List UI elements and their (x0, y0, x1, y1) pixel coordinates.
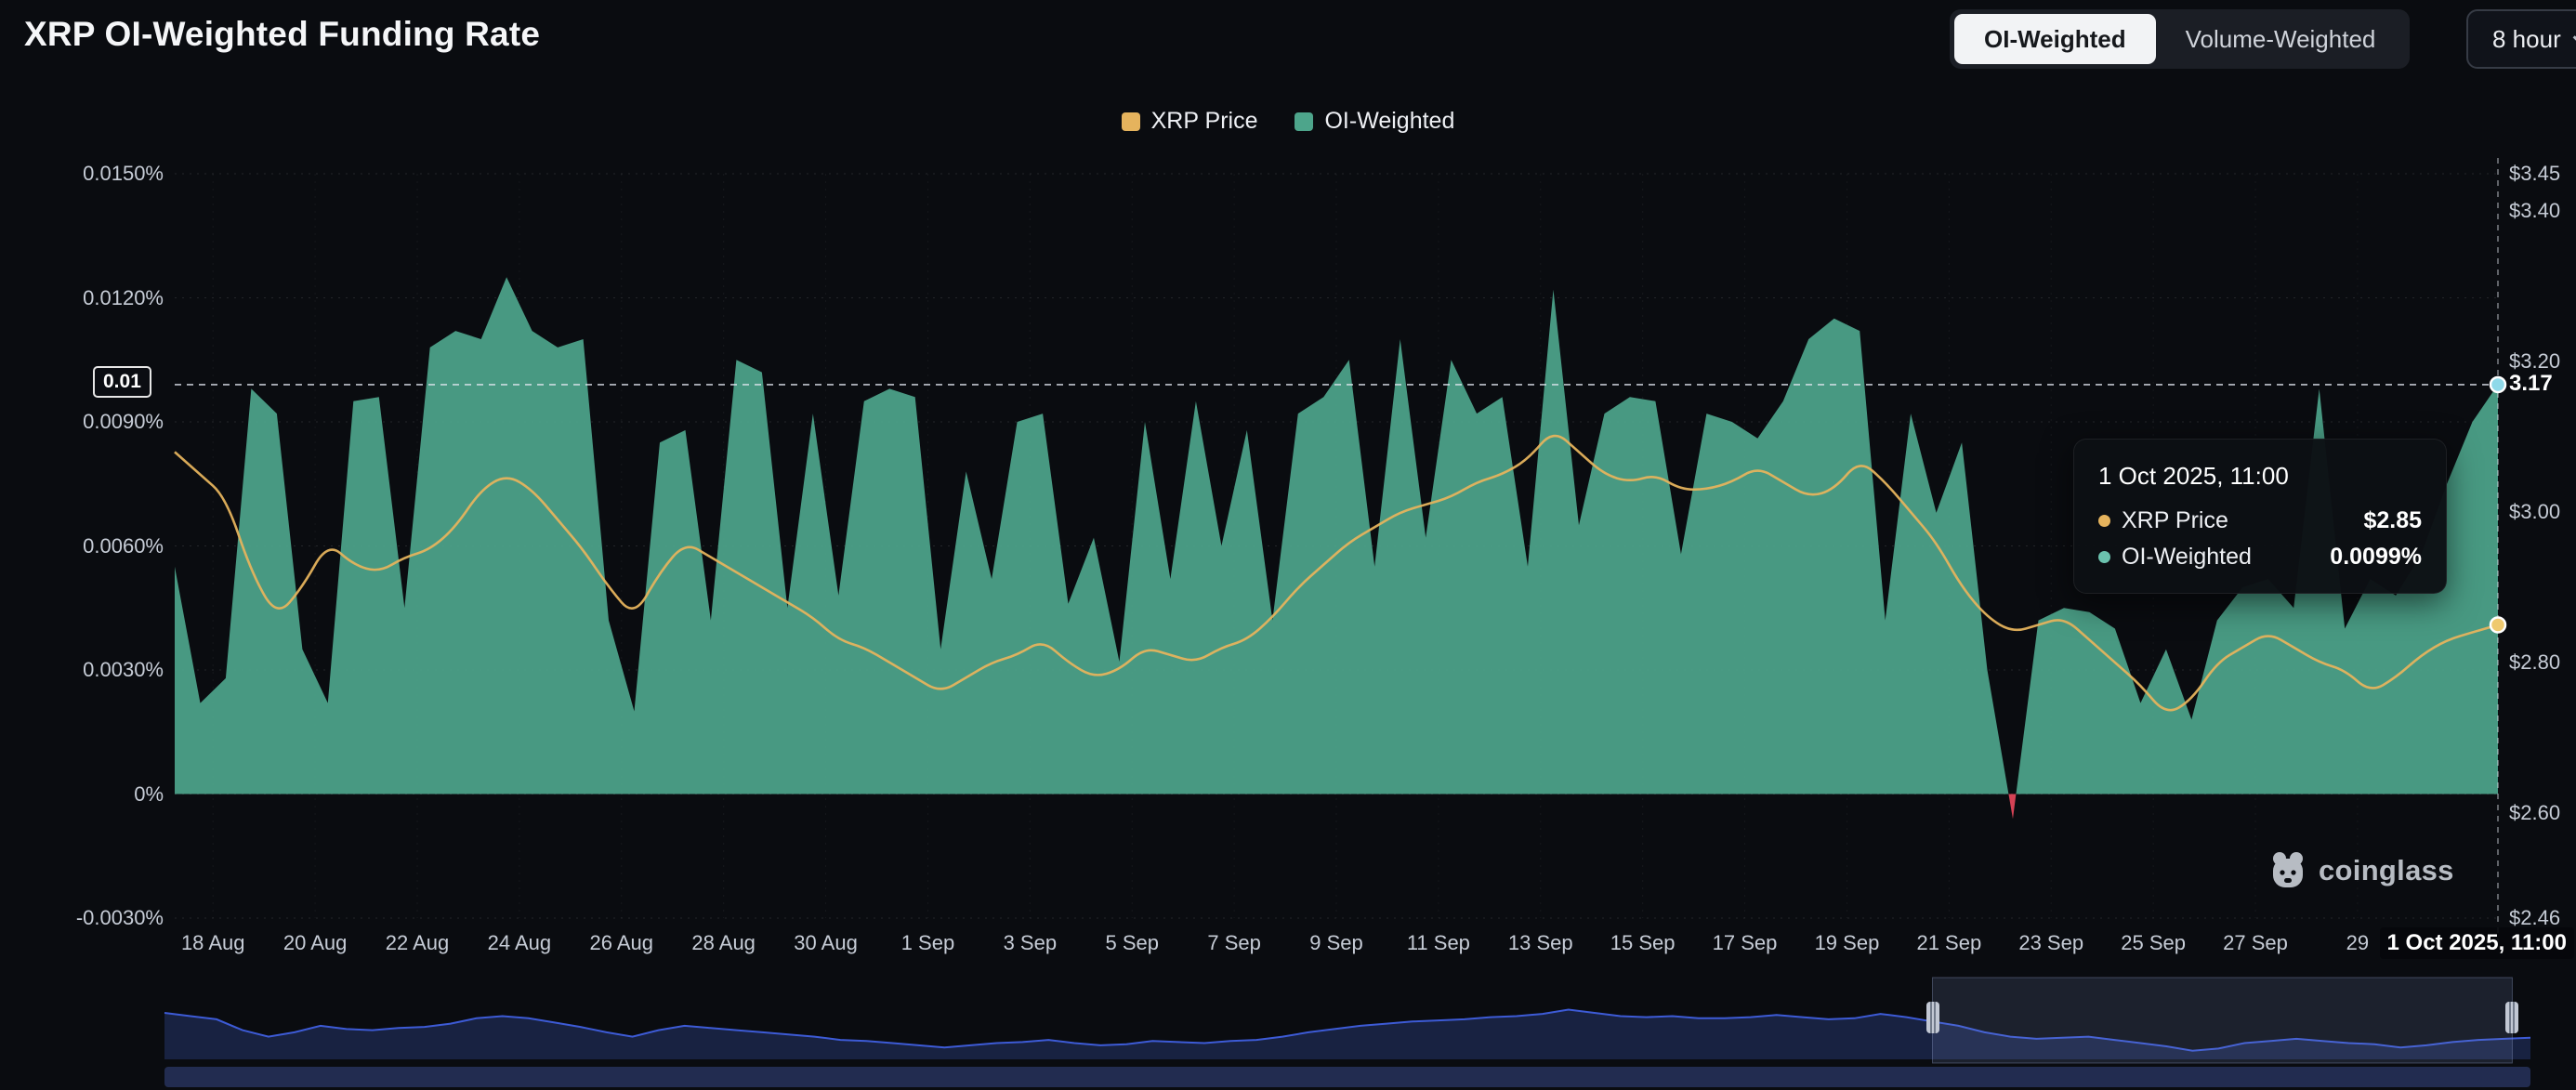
legend-item-xrp-price[interactable]: XRP Price (1121, 108, 1258, 135)
x-axis-label: 23 Sep (2018, 931, 2084, 954)
crosshair-right-value: 3.17 (2509, 370, 2553, 396)
x-axis-label: 21 Sep (1916, 931, 1982, 954)
xrp-price-line (174, 434, 2499, 712)
legend-label-xrp-price: XRP Price (1150, 108, 1258, 134)
range-navigator[interactable] (0, 976, 2576, 1065)
x-axis-label: 19 Sep (1814, 931, 1880, 954)
x-axis-label: 9 Sep (1309, 931, 1363, 954)
x-axis-label: 1 Sep (900, 931, 955, 954)
y-axis-label-left: 0.0150% (83, 162, 164, 185)
x-axis-label: 5 Sep (1105, 931, 1159, 954)
y-axis-label-left: -0.0030% (75, 906, 164, 929)
oi-weighted-area (175, 277, 2498, 795)
y-axis-label-right: $2.46 (2509, 906, 2561, 929)
crosshair-date-label: 1 Oct 2025, 11:00 (2379, 927, 2574, 959)
navigator-scrollbar[interactable] (164, 1067, 2530, 1087)
y-axis-label-right: $3.40 (2509, 199, 2561, 223)
y-axis-label-left: 0% (134, 781, 164, 806)
tooltip-label-xrp-price: XRP Price (2122, 507, 2228, 533)
legend-label-oi-weighted: OI-Weighted (1324, 108, 1455, 134)
legend-item-oi-weighted[interactable]: OI-Weighted (1295, 108, 1454, 135)
tooltip-row-xrp-price: XRP Price $2.85 (2098, 507, 2422, 534)
y-axis-label-left: 0.0090% (83, 410, 164, 433)
x-axis-label: 24 Aug (487, 931, 552, 954)
funding-rate-chart[interactable] (0, 0, 2576, 966)
y-axis-label-right: $3.00 (2509, 500, 2561, 524)
oi-weighted-last-point (2489, 375, 2507, 394)
legend-swatch-oi-weighted (1295, 112, 1314, 131)
chart-legend: XRP Price OI-Weighted (0, 108, 2576, 135)
toggle-volume-weighted[interactable]: Volume-Weighted (2185, 24, 2376, 53)
navigator-selected-range[interactable] (1932, 977, 2513, 1064)
x-axis-label: 28 Aug (691, 931, 756, 954)
xrp-price-last-point (2489, 616, 2507, 634)
tooltip-dot-xrp-price (2098, 515, 2110, 527)
y-axis-label-right: $3.45 (2509, 162, 2561, 185)
coinglass-watermark-text: coinglass (2319, 854, 2454, 886)
navigator-area (164, 1009, 2530, 1059)
x-axis-label: 26 Aug (589, 931, 654, 954)
coinglass-watermark: coinglass (2269, 849, 2454, 892)
axes-layer: 0.0150% 0.0120% 0.0090% 0.0060% 0.0030% 0% -0.… (75, 162, 2561, 954)
x-axis-label: 18 Aug (180, 931, 245, 954)
y-axis-label-left: 0.0120% (83, 285, 164, 309)
navigator-handle-left[interactable] (1925, 1002, 1939, 1033)
x-axis-label: 15 Sep (1610, 931, 1676, 954)
interval-label: 8 hour (2492, 24, 2561, 53)
tooltip-value-oi-weighted: 0.0099% (2330, 544, 2422, 570)
legend-swatch-xrp-price (1121, 112, 1140, 131)
y-axis-label-right: $3.20 (2509, 349, 2561, 374)
x-axis-label: 11 Sep (1406, 931, 1470, 954)
page-title: XRP OI-Weighted Funding Rate (24, 15, 541, 53)
tooltip-row-oi-weighted: OI-Weighted 0.0099% (2098, 544, 2422, 571)
y-axis-label-left: 0.0030% (83, 658, 164, 681)
weighting-toggle-group: OI-Weighted Volume-Weighted (1950, 9, 2411, 69)
coinglass-logo-icon (2273, 852, 2303, 887)
x-axis-label: 30 Aug (794, 931, 858, 954)
navigator-handle-right[interactable] (2505, 1002, 2519, 1033)
y-axis-label-left: 0.0060% (83, 533, 164, 558)
tooltip-label-oi-weighted: OI-Weighted (2122, 544, 2252, 570)
x-axis-label: 20 Aug (283, 931, 348, 954)
y-axis-label-right: $2.80 (2509, 650, 2561, 674)
tooltip-dot-oi-weighted (2098, 551, 2110, 563)
y-axis-label-right: $2.60 (2509, 800, 2561, 824)
tooltip-value-xrp-price: $2.85 (2363, 507, 2422, 533)
x-axis-label: 22 Aug (385, 931, 450, 954)
x-axis-label: 3 Sep (1003, 931, 1058, 954)
tooltip-date: 1 Oct 2025, 11:00 (2098, 462, 2289, 490)
x-axis-label: 13 Sep (1507, 931, 1573, 954)
interval-select[interactable]: 8 hour (2466, 9, 2576, 69)
x-axis-label: 27 Sep (2223, 931, 2288, 954)
navigator-line (164, 1008, 2531, 1052)
x-axis-label: 25 Sep (2121, 931, 2186, 954)
x-axis-label: 17 Sep (1712, 931, 1778, 954)
crosshair-left-value-badge: 0.01 (93, 365, 151, 398)
chart-tooltip: 1 Oct 2025, 11:00 XRP Price $2.85 OI-Wei… (2073, 439, 2447, 594)
toggle-oi-weighted[interactable]: OI-Weighted (1954, 14, 2156, 64)
x-axis-label: 7 Sep (1207, 931, 1261, 954)
x-axis-label: 29 (2346, 931, 2370, 954)
